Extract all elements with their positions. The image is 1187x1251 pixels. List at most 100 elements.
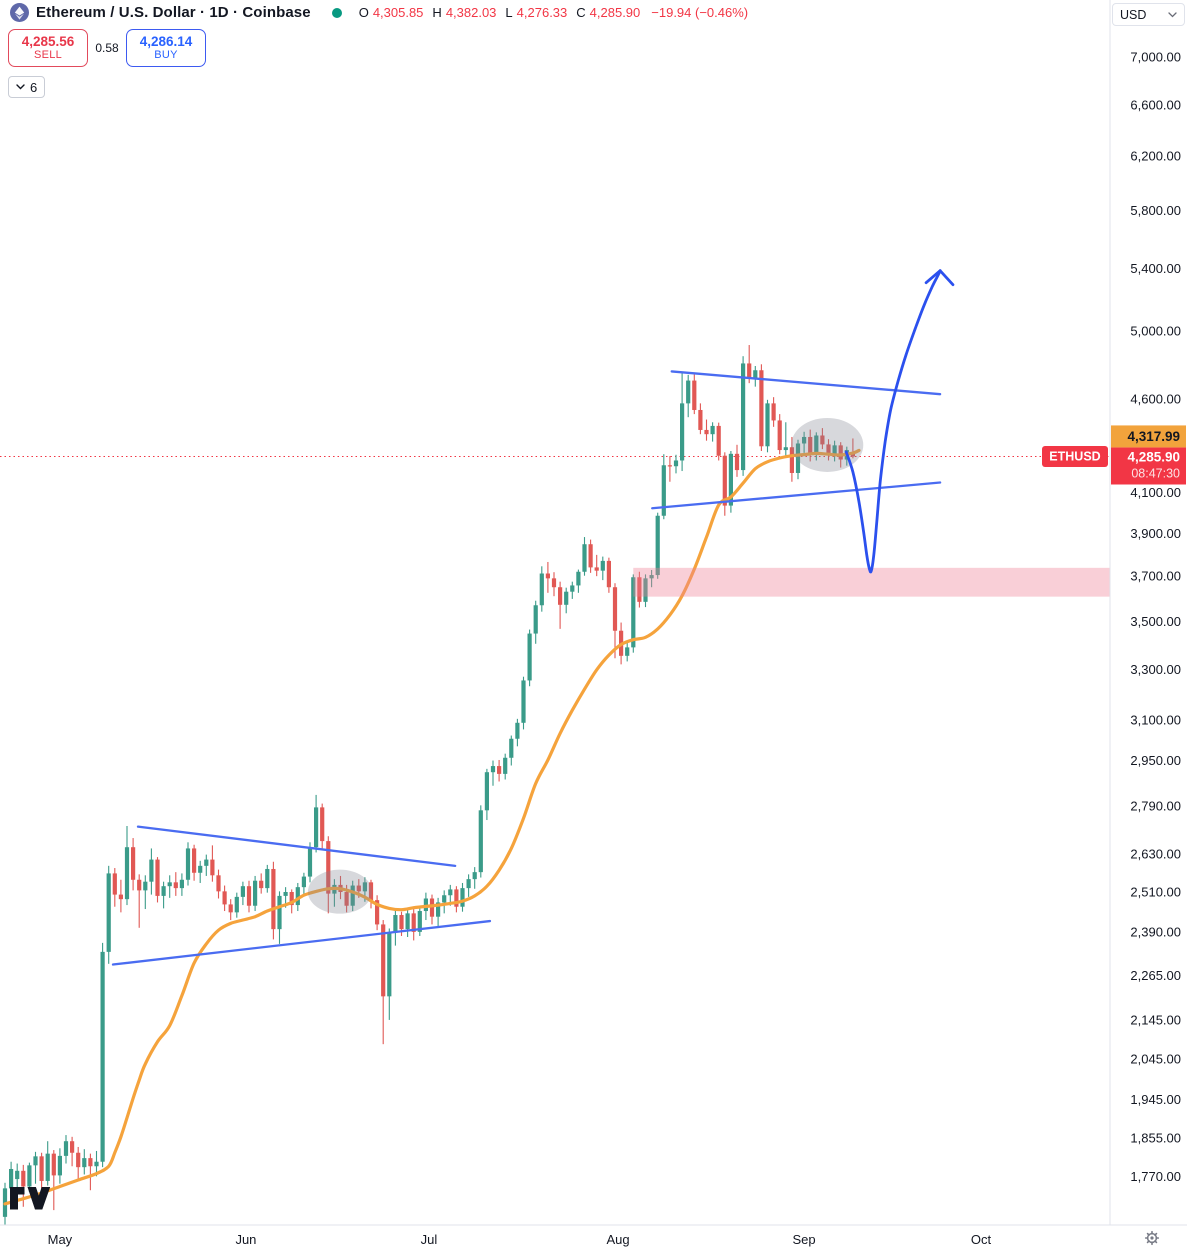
time-axis[interactable]: May Jun Jul Aug Sep Oct <box>48 1232 992 1247</box>
sell-button[interactable]: 4,285.56 SELL <box>8 29 88 67</box>
sell-price: 4,285.56 <box>21 33 75 49</box>
candle <box>551 572 557 597</box>
candle <box>777 414 782 455</box>
last-price-label: 4,285.90 08:47:30 <box>1111 447 1186 485</box>
candle <box>39 1152 44 1191</box>
candle <box>240 881 245 906</box>
open-label: O <box>358 5 369 20</box>
price-tick-label: 3,300.00 <box>1130 662 1181 677</box>
bar-close-countdown: 08:47:30 <box>1131 467 1180 481</box>
candle <box>33 1151 38 1184</box>
axis-settings-gear-icon[interactable] <box>1144 1230 1160 1246</box>
price-tick-label: 5,400.00 <box>1130 261 1181 276</box>
candle <box>375 895 380 931</box>
candle <box>259 873 264 894</box>
candle <box>70 1136 75 1167</box>
close-value: 4,285.90 <box>589 5 641 20</box>
month-tick-label: Jul <box>421 1232 438 1247</box>
candle <box>124 826 130 906</box>
price-tick-label: 4,100.00 <box>1130 485 1181 500</box>
arrowhead-barb <box>924 269 942 285</box>
candle <box>521 676 526 730</box>
object-tree-collapse-chip[interactable]: 6 <box>8 76 46 98</box>
trendline-may-jun-channel-top[interactable] <box>136 825 457 867</box>
currency-selector-button[interactable]: USD <box>1112 3 1185 26</box>
low-value: 4,276.33 <box>516 5 568 20</box>
candle <box>545 561 550 593</box>
candle <box>429 894 435 925</box>
candle <box>759 364 764 451</box>
candle <box>832 440 837 462</box>
trendline-sep-channel-bottom[interactable] <box>651 481 942 510</box>
candle <box>82 1149 87 1175</box>
candle <box>179 873 184 896</box>
candle <box>472 867 477 889</box>
candle <box>795 439 801 480</box>
candle <box>612 583 618 659</box>
highlight-ellipse[interactable] <box>307 869 372 914</box>
tradingview-logo[interactable] <box>10 1187 51 1210</box>
candle <box>271 861 276 940</box>
price-tick-label: 1,855.00 <box>1130 1131 1181 1146</box>
close-label: C <box>576 5 586 20</box>
candle <box>588 539 593 573</box>
candle <box>558 581 563 629</box>
candle <box>167 875 172 898</box>
candle <box>51 1150 56 1211</box>
candle <box>76 1146 81 1181</box>
currency-label: USD <box>1120 7 1147 22</box>
candle <box>417 905 422 936</box>
candle <box>625 640 630 662</box>
highlight-ellipse[interactable] <box>791 417 864 472</box>
candle <box>661 454 666 520</box>
candle <box>600 556 605 581</box>
price-tick-label: 1,770.00 <box>1130 1169 1181 1184</box>
candle <box>765 399 770 453</box>
candle <box>509 735 514 766</box>
candle <box>643 574 648 608</box>
candle <box>533 600 538 644</box>
month-tick-label: Oct <box>971 1232 992 1247</box>
candle <box>771 397 776 427</box>
svg-text:ETHUSD: ETHUSD <box>1049 450 1100 464</box>
price-axis[interactable]: 7,000.00 6,600.00 6,200.00 5,800.00 5,400.00… <box>1130 50 1181 1184</box>
candle <box>131 838 136 891</box>
trendline-may-jun-channel-bottom[interactable] <box>111 919 492 966</box>
open-value: 4,305.85 <box>372 5 424 20</box>
candle <box>143 875 148 910</box>
candle <box>314 794 319 853</box>
candle <box>15 1163 20 1191</box>
price-tick-label: 4,600.00 <box>1130 391 1181 406</box>
ohlc-readout: O 4,305.85 H 4,382.03 L 4,276.33 C 4,285.90 … <box>359 5 748 20</box>
price-tick-label: 2,045.00 <box>1130 1051 1181 1066</box>
candle <box>466 874 471 897</box>
symbol-title[interactable]: Ethereum / U.S. Dollar · 1D · Coinbase <box>36 4 311 21</box>
ma-value-price-label: 4,317.99 <box>1111 425 1186 448</box>
chevron-down-icon <box>1168 11 1177 17</box>
candle <box>686 374 691 418</box>
moving-average-line[interactable] <box>3 448 861 1206</box>
candle <box>112 868 117 907</box>
candle <box>368 879 374 909</box>
candle <box>783 422 788 457</box>
candle <box>222 885 227 912</box>
spread-value: 0.58 <box>95 41 119 55</box>
high-label: H <box>432 5 442 20</box>
candle <box>155 857 160 903</box>
candle <box>63 1135 69 1164</box>
market-status-dot[interactable] <box>331 7 342 18</box>
candle <box>454 886 459 913</box>
candle <box>234 892 239 918</box>
candle <box>246 880 252 913</box>
candle <box>173 872 178 896</box>
buy-button[interactable]: 4,286.14 BUY <box>126 29 206 67</box>
month-tick-label: Sep <box>793 1232 816 1247</box>
candle <box>655 512 660 579</box>
price-tick-label: 7,000.00 <box>1130 50 1181 65</box>
candle <box>100 942 105 1168</box>
candle <box>185 842 191 886</box>
candle <box>253 875 258 912</box>
projection-arrow[interactable] <box>844 269 955 574</box>
candle <box>161 881 166 909</box>
